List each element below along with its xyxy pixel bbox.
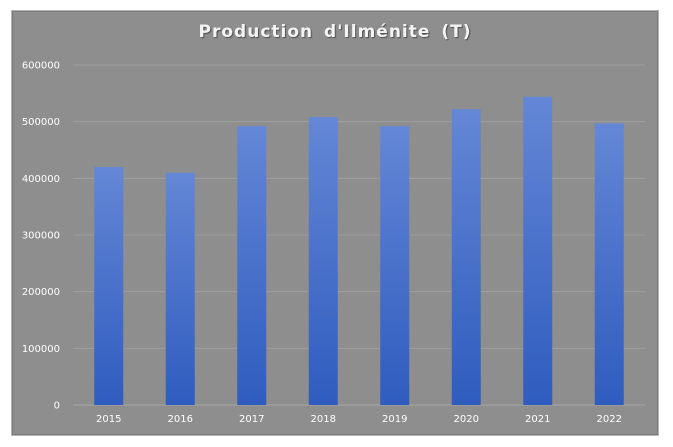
x-tick-label: 2020 — [454, 414, 479, 425]
bar-2021 — [523, 96, 553, 405]
y-tick-label: 300000 — [22, 231, 60, 242]
bars — [94, 96, 624, 405]
y-axis-tick-labels: 0 100000 200000 300000 400000 500000 600000 — [22, 61, 60, 412]
bar-2022 — [594, 123, 624, 405]
x-tick-label: 2015 — [96, 414, 121, 425]
x-tick-label: 2019 — [382, 414, 407, 425]
x-tick-label: 2018 — [311, 414, 336, 425]
bar-chart: 0 100000 200000 300000 400000 500000 600000 20… — [22, 61, 645, 425]
x-tick-label: 2016 — [168, 414, 193, 425]
bar-2015 — [94, 167, 124, 405]
chart-title: Production d'Ilménite (T) — [198, 22, 472, 42]
x-tick-label: 2017 — [239, 414, 264, 425]
bar-2019 — [380, 126, 410, 405]
bar-2016 — [165, 172, 195, 405]
x-tick-label: 2021 — [525, 414, 550, 425]
y-tick-label: 400000 — [22, 174, 60, 185]
y-tick-label: 100000 — [22, 344, 60, 355]
x-axis-tick-labels: 2015 2016 2017 2018 2019 2020 2021 2022 — [96, 414, 622, 425]
gridlines — [73, 64, 645, 406]
y-tick-label: 0 — [54, 401, 60, 412]
bar-2017 — [237, 126, 267, 405]
bar-2020 — [451, 109, 481, 405]
y-tick-label: 200000 — [22, 287, 60, 298]
y-tick-label: 600000 — [22, 61, 60, 72]
bar-2018 — [308, 117, 338, 405]
x-tick-label: 2022 — [597, 414, 622, 425]
y-tick-label: 500000 — [22, 117, 60, 128]
chart-area: Production d'Ilménite (T) 0 100000 200000 3… — [12, 11, 658, 435]
